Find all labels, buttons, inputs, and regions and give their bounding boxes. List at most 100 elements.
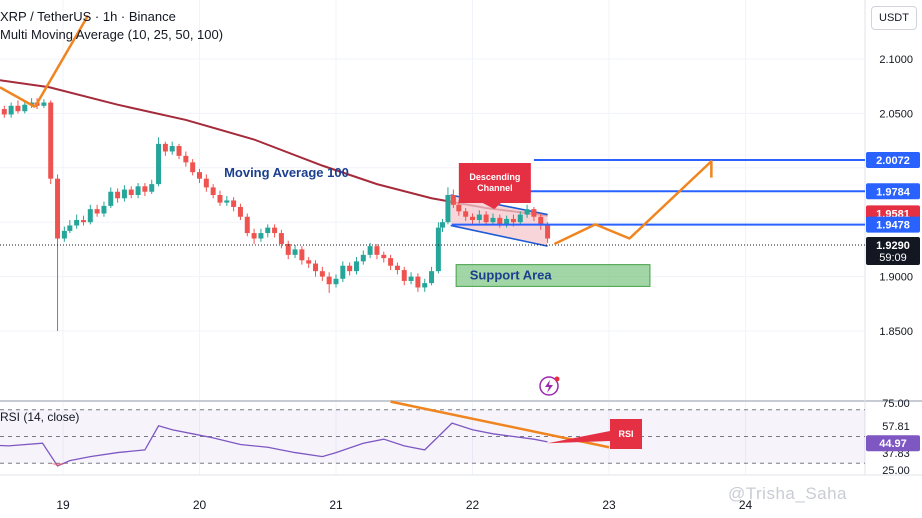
candle-body <box>55 178 61 239</box>
chart-title: XRP / TetherUS · 1h · Binance <box>0 9 176 24</box>
candle-body <box>156 143 162 185</box>
candle-body <box>121 189 127 199</box>
candle-body <box>483 214 489 223</box>
candle-body <box>87 209 93 223</box>
left-decline-arrow <box>0 86 36 108</box>
candle-body <box>80 220 86 223</box>
time-tick-label: 20 <box>193 498 207 512</box>
candle-body <box>422 283 428 288</box>
candle-body <box>115 191 121 199</box>
candle-body <box>149 184 155 192</box>
candle-body <box>504 218 510 225</box>
price-tick-label: 2.0500 <box>879 108 913 120</box>
candle-body <box>463 211 469 217</box>
candle-body <box>394 265 400 271</box>
price-label-badge <box>866 237 920 266</box>
channel-lower-line <box>450 224 548 247</box>
candle-body <box>388 258 394 266</box>
candle-body <box>367 246 373 255</box>
candle-body <box>183 155 189 163</box>
candle-body <box>445 195 451 223</box>
candle-body <box>545 225 551 239</box>
candle-body <box>41 102 47 106</box>
candle-body <box>15 105 21 112</box>
candle-body <box>231 200 237 207</box>
candle-body <box>360 254 366 262</box>
candle-body <box>203 178 209 188</box>
price-label-badge <box>866 216 920 233</box>
candle-body <box>524 209 530 215</box>
candle-body <box>258 233 264 239</box>
candle-body <box>326 276 332 285</box>
candle-body <box>456 204 462 212</box>
candle-body <box>435 227 441 272</box>
ma100-label: Moving Average 100 <box>224 165 349 180</box>
candle-body <box>490 217 496 223</box>
candle-body <box>61 230 67 239</box>
candle-body <box>74 220 80 226</box>
candle-body <box>531 209 537 217</box>
candle-body <box>306 260 312 264</box>
candle-body <box>450 195 456 205</box>
rsi-line <box>0 422 548 467</box>
candle-body <box>237 206 243 217</box>
projection-arrows <box>0 14 713 246</box>
candle-body <box>244 216 250 234</box>
candle-body <box>1 109 7 115</box>
candle-body <box>48 102 54 179</box>
candle-body <box>353 261 359 272</box>
candle-body <box>285 243 291 255</box>
candle-body <box>408 276 414 281</box>
left-rally-arrow <box>33 14 90 108</box>
rsi-tick-label: 25.00 <box>882 465 910 477</box>
time-tick-label: 21 <box>329 498 343 512</box>
price-label-badge <box>866 183 920 200</box>
rsi-tick-label: 57.81 <box>882 421 910 433</box>
rsi-tick-label: 75.00 <box>882 398 910 410</box>
candle-body <box>8 105 14 115</box>
currency-button[interactable]: USDT <box>871 6 917 30</box>
candle-body <box>94 209 100 214</box>
price-tick-label: 1.8500 <box>879 326 913 338</box>
price-label-value: 1.9784 <box>876 186 911 198</box>
descending-channel-callout <box>458 163 531 210</box>
rsi-title[interactable]: RSI (14, close) <box>0 410 80 424</box>
price-tick-label: 1.9000 <box>879 272 913 284</box>
candle-body <box>22 104 28 112</box>
candle-body <box>538 216 544 226</box>
rsi-callout <box>547 419 642 449</box>
price-label-value: 2.0072 <box>876 155 910 167</box>
candle-body <box>313 263 319 272</box>
candle-body <box>319 271 325 277</box>
lightning-bolt-icon <box>545 380 553 393</box>
horizontal-levels[interactable] <box>0 158 865 246</box>
rsi-panel <box>0 400 865 467</box>
descending-channel-label-2: Channel <box>477 183 513 193</box>
chart-grid <box>0 0 922 476</box>
candle-body <box>333 278 339 285</box>
time-tick-label: 19 <box>56 498 70 512</box>
candle-body <box>135 186 141 195</box>
candle-body <box>272 227 278 234</box>
watermark: @Trisha_Saha <box>728 484 848 503</box>
candle-body <box>265 227 271 234</box>
time-tick-label: 23 <box>602 498 616 512</box>
candle-body <box>347 265 353 272</box>
candle-body <box>169 146 175 152</box>
notification-dot <box>554 376 560 382</box>
candle-body <box>497 217 503 225</box>
rsi-value-text: 44.97 <box>879 438 907 450</box>
candlesticks <box>1 98 551 331</box>
candle-body <box>429 271 435 284</box>
rsi-value-badge <box>866 435 920 452</box>
descending-channel-label-1: Descending <box>469 172 520 182</box>
candle-body <box>510 218 516 223</box>
candle-body <box>128 189 134 195</box>
rsi-oversold-fill <box>49 463 68 466</box>
candle-body <box>190 162 196 173</box>
indicator-legend[interactable]: Multi Moving Average (10, 25, 50, 100) <box>0 27 224 42</box>
candle-body <box>162 143 168 152</box>
support-area-label: Support Area <box>470 268 553 283</box>
